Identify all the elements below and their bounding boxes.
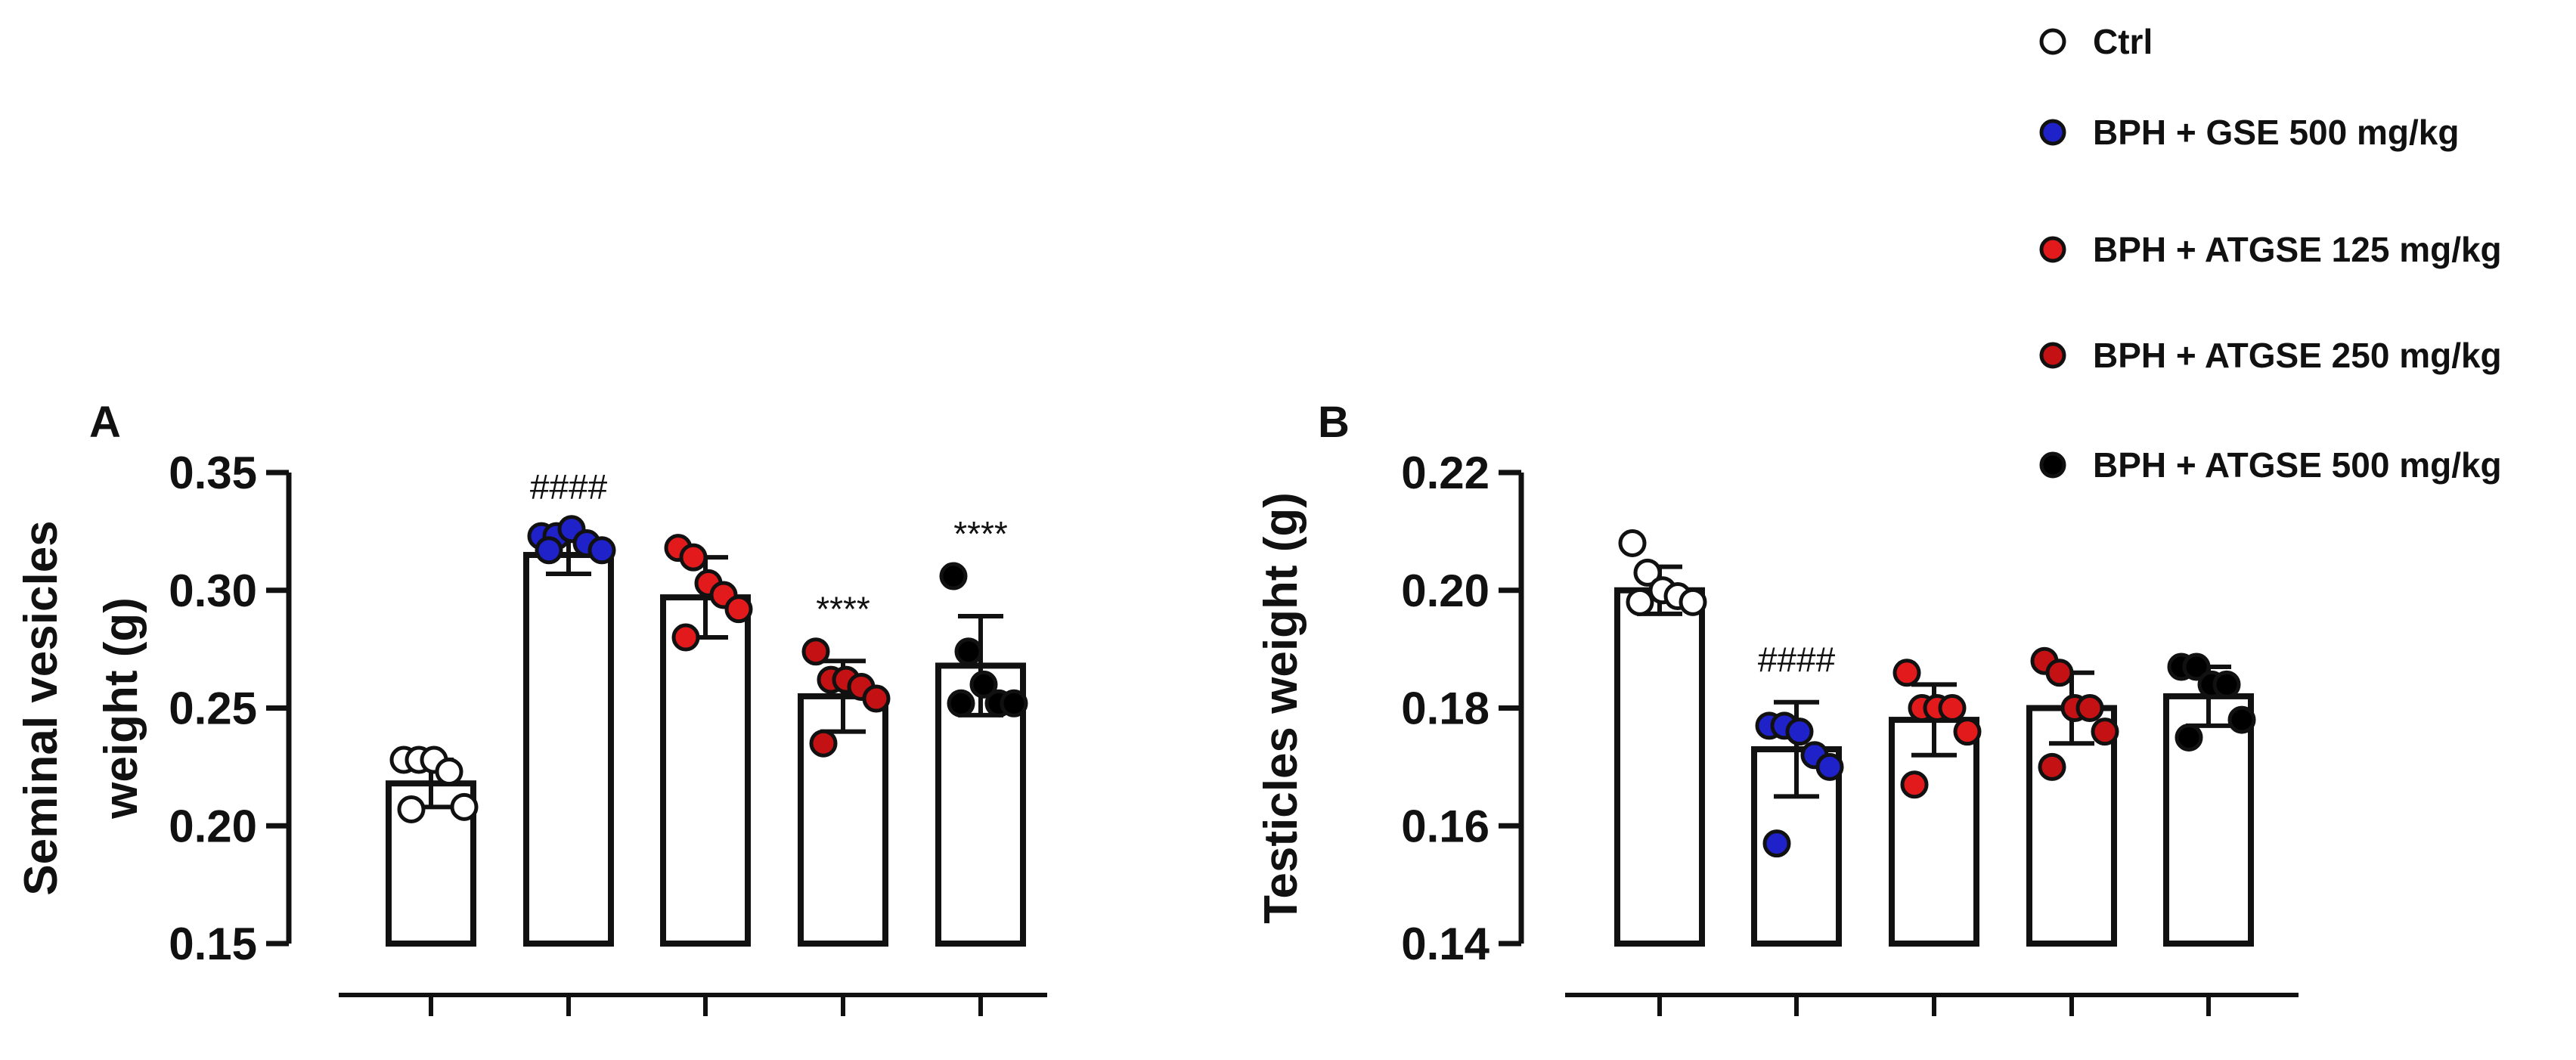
data-point: [862, 684, 891, 713]
data-point: [671, 623, 700, 652]
data-point: [939, 562, 968, 590]
panel-letter: A: [89, 398, 121, 447]
y-axis-title: Seminal vesicles: [15, 520, 67, 895]
legend-label: BPH + ATGSE 125 mg/kg: [2093, 230, 2502, 269]
data-point: [1900, 770, 1929, 799]
legend-label: BPH + ATGSE 500 mg/kg: [2093, 445, 2502, 485]
data-point: [1892, 659, 1921, 687]
data-point: [801, 637, 830, 666]
legend-marker: [2039, 342, 2066, 369]
data-point: [1000, 689, 1028, 718]
y-tick-label: 0.25: [169, 683, 257, 734]
significance-annotation: ####: [530, 467, 608, 507]
data-point: [1953, 718, 1982, 746]
y-tick-label: 0.15: [169, 919, 257, 969]
data-point: [2091, 718, 2119, 746]
data-point: [2182, 652, 2211, 681]
data-point: [2212, 670, 2241, 699]
data-point: [969, 670, 998, 699]
significance-annotation: ####: [1758, 640, 1836, 680]
bar: [523, 552, 614, 947]
y-axis-title: weight (g): [95, 597, 147, 820]
legend-marker: [2039, 28, 2066, 55]
data-point: [2075, 694, 2104, 722]
y-tick-label: 0.30: [169, 566, 257, 616]
panel-a: A 0.15 0.20 0.25 0.30 0.35 Seminal vesicles wei…: [15, 398, 1047, 1016]
significance-annotation: ****: [953, 514, 1008, 553]
data-point: [1938, 694, 1967, 722]
data-point: [1626, 587, 1654, 616]
y-tick-label: 0.16: [1401, 801, 1489, 851]
panel-letter: B: [1318, 398, 1350, 447]
y-axis-title: Testicles weight (g): [1255, 492, 1307, 924]
data-point: [809, 729, 838, 758]
legend-label: Ctrl: [2093, 22, 2153, 61]
data-point: [1785, 718, 1814, 746]
data-point: [679, 543, 708, 572]
y-tick-label: 0.14: [1401, 919, 1489, 969]
data-point: [954, 637, 983, 666]
data-point: [1762, 829, 1791, 858]
panel-b: B 0.14 0.16 0.18 0.20 0.22 Testicles weight (g…: [1255, 398, 2299, 1016]
legend-label: BPH + ATGSE 250 mg/kg: [2093, 336, 2502, 375]
data-point: [2175, 723, 2203, 752]
bar: [2026, 705, 2117, 947]
bar: [1614, 587, 1705, 947]
y-tick-label: 0.20: [1401, 566, 1489, 616]
data-point: [724, 595, 753, 624]
data-point: [535, 536, 563, 565]
data-point: [947, 689, 975, 718]
data-point: [435, 758, 463, 786]
data-point: [2038, 752, 2066, 781]
y-tick-label: 0.35: [169, 448, 257, 498]
y-tick-label: 0.18: [1401, 683, 1489, 734]
data-point: [1679, 587, 1707, 616]
data-point: [397, 795, 426, 823]
data-point: [1633, 558, 1662, 587]
data-point: [1618, 528, 1647, 557]
data-point: [450, 792, 479, 821]
y-tick-label: 0.20: [169, 801, 257, 851]
legend-marker: [2039, 236, 2066, 263]
data-point: [1815, 752, 1844, 781]
bar: [660, 594, 751, 947]
data-point: [2045, 659, 2074, 687]
data-point: [587, 536, 616, 565]
y-tick-label: 0.22: [1401, 448, 1489, 498]
legend-marker: [2039, 451, 2066, 479]
data-point: [2227, 705, 2256, 734]
legend-marker: [2039, 119, 2066, 146]
significance-annotation: ****: [816, 590, 870, 629]
legend-label: BPH + GSE 500 mg/kg: [2093, 113, 2459, 152]
legend: Ctrl BPH + GSE 500 mg/kg BPH + ATGSE 125 m…: [2039, 22, 2502, 485]
